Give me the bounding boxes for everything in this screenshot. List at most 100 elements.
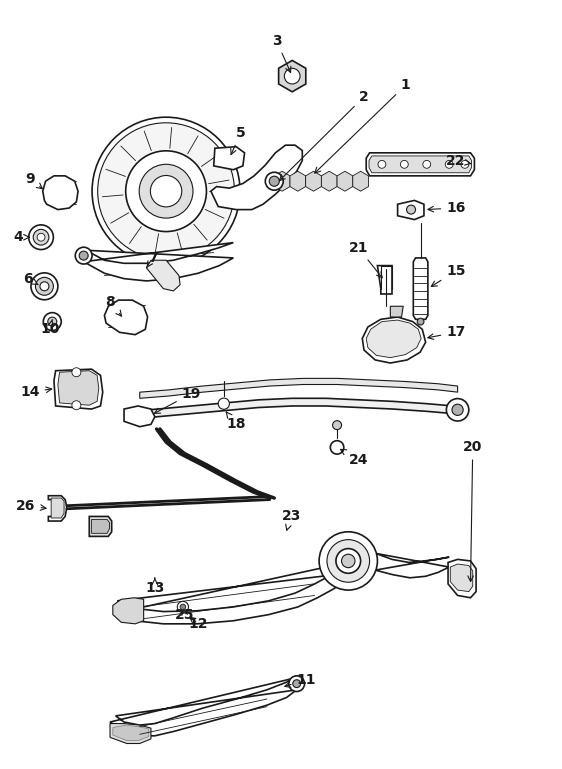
Polygon shape [124, 406, 155, 427]
Circle shape [79, 251, 88, 260]
Circle shape [417, 318, 424, 325]
Circle shape [180, 604, 185, 610]
Circle shape [461, 161, 469, 168]
Polygon shape [129, 398, 454, 419]
Polygon shape [321, 171, 337, 191]
Circle shape [319, 532, 378, 590]
Circle shape [327, 540, 370, 582]
Polygon shape [147, 260, 180, 291]
Circle shape [333, 421, 342, 430]
Circle shape [33, 229, 49, 245]
Polygon shape [84, 242, 233, 281]
Polygon shape [43, 176, 78, 210]
Circle shape [269, 176, 279, 186]
Circle shape [293, 680, 301, 687]
Polygon shape [214, 147, 244, 170]
Circle shape [37, 233, 45, 241]
Circle shape [75, 247, 92, 264]
Circle shape [40, 281, 49, 291]
Polygon shape [366, 153, 474, 176]
Polygon shape [110, 724, 151, 744]
Circle shape [92, 117, 240, 265]
Circle shape [406, 205, 415, 214]
Polygon shape [110, 677, 297, 736]
Text: 14: 14 [20, 385, 52, 399]
Text: 26: 26 [16, 499, 46, 513]
Circle shape [48, 317, 57, 326]
Text: 4: 4 [13, 230, 29, 245]
Circle shape [265, 172, 283, 190]
Circle shape [336, 548, 361, 573]
Text: 16: 16 [428, 201, 465, 215]
Circle shape [400, 161, 408, 168]
Circle shape [177, 601, 188, 613]
Text: 24: 24 [341, 449, 368, 467]
Polygon shape [413, 258, 428, 319]
Text: 9: 9 [25, 172, 42, 188]
Text: 3: 3 [271, 34, 291, 72]
Text: 5: 5 [231, 126, 246, 155]
Text: 23: 23 [282, 509, 301, 531]
Text: 25: 25 [175, 608, 194, 621]
Polygon shape [92, 520, 110, 534]
Text: 8: 8 [105, 295, 121, 316]
Polygon shape [54, 369, 103, 409]
Polygon shape [375, 553, 449, 578]
Text: 20: 20 [463, 441, 482, 581]
Polygon shape [48, 496, 67, 521]
Text: 13: 13 [145, 578, 165, 594]
Polygon shape [369, 156, 472, 173]
Polygon shape [58, 371, 99, 405]
Polygon shape [274, 171, 290, 191]
Text: 18: 18 [226, 412, 246, 431]
Polygon shape [397, 201, 424, 220]
Polygon shape [116, 561, 354, 624]
Text: 17: 17 [428, 325, 465, 339]
Circle shape [72, 368, 81, 377]
Polygon shape [51, 498, 64, 518]
Text: 6: 6 [23, 271, 38, 285]
Circle shape [289, 676, 305, 691]
Circle shape [446, 398, 469, 421]
Polygon shape [113, 725, 149, 741]
Text: 12: 12 [188, 617, 208, 631]
Polygon shape [306, 171, 321, 191]
Polygon shape [113, 598, 144, 624]
Polygon shape [279, 61, 306, 92]
Circle shape [126, 151, 206, 231]
Circle shape [378, 161, 386, 168]
Circle shape [139, 165, 193, 218]
Polygon shape [140, 378, 457, 398]
Polygon shape [290, 171, 306, 191]
Text: 22: 22 [446, 154, 471, 168]
Polygon shape [211, 145, 302, 210]
Circle shape [218, 398, 229, 409]
Polygon shape [378, 265, 392, 294]
Circle shape [29, 225, 53, 250]
Text: 21: 21 [348, 241, 382, 278]
Polygon shape [353, 171, 369, 191]
Circle shape [342, 554, 355, 568]
Circle shape [43, 313, 61, 331]
Text: 19: 19 [155, 387, 201, 413]
Polygon shape [450, 564, 473, 591]
Circle shape [452, 404, 463, 415]
Circle shape [330, 441, 344, 454]
Text: 15: 15 [431, 264, 466, 287]
Text: 11: 11 [285, 673, 316, 687]
Polygon shape [337, 171, 353, 191]
Circle shape [72, 401, 81, 410]
Text: 10: 10 [40, 319, 60, 336]
Polygon shape [448, 559, 476, 598]
Polygon shape [105, 300, 148, 335]
Circle shape [445, 161, 453, 168]
Circle shape [151, 175, 182, 207]
Circle shape [98, 123, 234, 260]
Text: 2: 2 [279, 90, 369, 181]
Polygon shape [89, 517, 112, 537]
Circle shape [423, 161, 430, 168]
Polygon shape [391, 306, 403, 317]
Circle shape [284, 68, 300, 84]
Polygon shape [366, 320, 421, 358]
Circle shape [35, 278, 53, 295]
